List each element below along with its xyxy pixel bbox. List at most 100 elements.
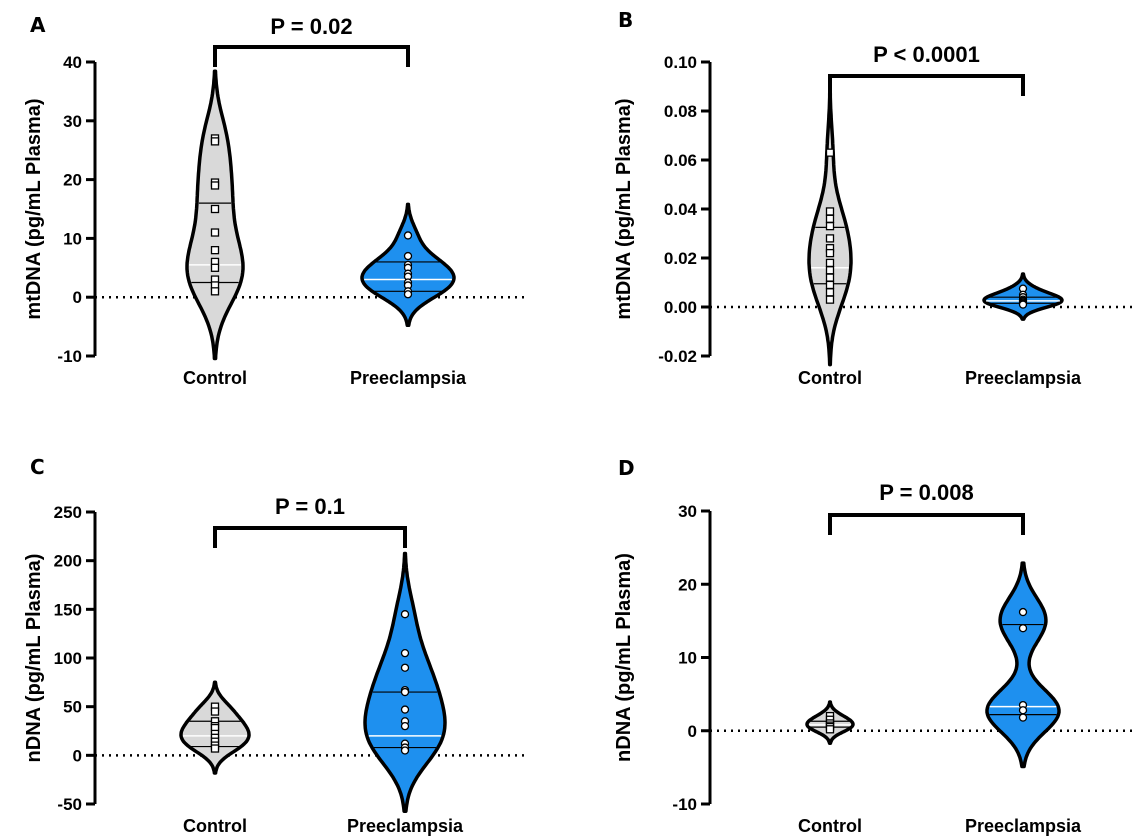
data-point bbox=[825, 214, 835, 223]
y-tick-label: 30 bbox=[678, 502, 697, 521]
y-tick-label: 30 bbox=[63, 112, 82, 131]
y-axis-title: nDNA (pg/mL Plasma) bbox=[613, 553, 635, 762]
data-point bbox=[210, 287, 220, 296]
data-point bbox=[210, 181, 220, 190]
panel-letter: C bbox=[30, 455, 45, 479]
significance-bracket bbox=[828, 513, 1025, 535]
data-point bbox=[825, 273, 835, 282]
violin-preeclampsia bbox=[985, 561, 1061, 769]
data-point bbox=[400, 687, 410, 697]
y-tick-label: -10 bbox=[57, 347, 82, 366]
data-point bbox=[825, 248, 835, 258]
y-axis-title: mtDNA (pg/mL Plasma) bbox=[23, 98, 45, 319]
y-tick-label: 10 bbox=[63, 229, 82, 248]
data-point bbox=[400, 721, 410, 731]
panel-letter: A bbox=[30, 13, 46, 37]
y-tick-label: 0 bbox=[73, 288, 82, 307]
violin-body bbox=[363, 551, 447, 813]
data-point bbox=[400, 746, 410, 755]
data-point bbox=[403, 231, 413, 240]
data-point bbox=[210, 707, 220, 716]
data-point bbox=[825, 295, 835, 304]
y-tick-label: 250 bbox=[54, 503, 82, 522]
data-point bbox=[400, 705, 410, 714]
y-tick-label: 20 bbox=[678, 575, 697, 594]
panel-letter: D bbox=[618, 456, 635, 480]
x-category-label: Preeclampsia bbox=[350, 368, 467, 388]
panel-letter: B bbox=[618, 8, 633, 32]
x-category-label: Control bbox=[798, 368, 862, 388]
data-point bbox=[400, 648, 410, 658]
violin-body bbox=[185, 69, 245, 361]
violin-control bbox=[179, 680, 251, 775]
violin-control bbox=[805, 700, 855, 746]
data-point bbox=[825, 266, 835, 275]
data-point bbox=[210, 263, 220, 272]
data-point bbox=[825, 288, 835, 297]
violin-control bbox=[185, 69, 245, 361]
y-tick-label: -0.02 bbox=[658, 347, 697, 366]
data-point bbox=[210, 246, 220, 255]
significance-bracket bbox=[213, 45, 410, 67]
y-tick-label: 0.04 bbox=[664, 200, 698, 219]
y-tick-label: -50 bbox=[57, 795, 82, 814]
y-tick-label: 0 bbox=[73, 746, 82, 765]
violin-preeclampsia bbox=[982, 272, 1064, 321]
data-point bbox=[1018, 713, 1028, 722]
data-point bbox=[210, 744, 220, 753]
p-value-label: P = 0.1 bbox=[275, 494, 345, 519]
y-tick-label: 0.00 bbox=[664, 298, 697, 317]
y-tick-label: 200 bbox=[54, 552, 82, 571]
y-tick-label: 100 bbox=[54, 649, 82, 668]
data-point bbox=[825, 258, 835, 268]
data-point bbox=[1018, 300, 1028, 309]
data-point bbox=[1018, 607, 1028, 617]
violin-body bbox=[985, 561, 1061, 769]
data-point bbox=[403, 251, 413, 261]
x-category-label: Preeclampsia bbox=[965, 368, 1082, 388]
significance-bracket bbox=[828, 74, 1025, 96]
p-value-label: P = 0.008 bbox=[879, 480, 973, 505]
x-category-label: Control bbox=[798, 816, 862, 836]
y-tick-label: 150 bbox=[54, 600, 82, 619]
data-point bbox=[825, 148, 835, 157]
y-tick-label: -10 bbox=[672, 795, 697, 814]
x-category-label: Preeclampsia bbox=[965, 816, 1082, 836]
x-category-label: Control bbox=[183, 368, 247, 388]
data-point bbox=[210, 137, 220, 146]
y-tick-label: 50 bbox=[63, 698, 82, 717]
x-category-label: Control bbox=[183, 816, 247, 836]
y-axis-title: nDNA (pg/mL Plasma) bbox=[23, 554, 45, 763]
p-value-label: P = 0.02 bbox=[270, 14, 352, 39]
violin-preeclampsia bbox=[363, 551, 447, 813]
data-point bbox=[1018, 706, 1028, 715]
y-tick-label: 0.02 bbox=[664, 249, 697, 268]
y-tick-label: 10 bbox=[678, 649, 697, 668]
data-point bbox=[825, 725, 835, 734]
significance-bracket bbox=[213, 526, 407, 548]
y-tick-label: 0.10 bbox=[664, 53, 697, 72]
data-point bbox=[825, 280, 835, 290]
data-point bbox=[403, 290, 413, 299]
data-point bbox=[825, 234, 835, 243]
data-point bbox=[825, 207, 835, 216]
y-tick-label: 40 bbox=[63, 53, 82, 72]
y-tick-label: 0.06 bbox=[664, 151, 697, 170]
violin-control bbox=[807, 85, 853, 367]
data-point bbox=[400, 663, 410, 672]
data-point bbox=[825, 221, 835, 231]
data-point bbox=[210, 204, 220, 214]
y-tick-label: 0.08 bbox=[664, 102, 697, 121]
violin-preeclampsia bbox=[360, 202, 456, 328]
y-tick-label: 0 bbox=[688, 722, 697, 741]
data-point bbox=[1018, 624, 1028, 633]
y-axis-title: mtDNA (pg/mL Plasma) bbox=[613, 98, 635, 319]
data-point bbox=[210, 228, 220, 237]
x-category-label: Preeclampsia bbox=[347, 816, 464, 836]
data-point bbox=[400, 610, 410, 619]
